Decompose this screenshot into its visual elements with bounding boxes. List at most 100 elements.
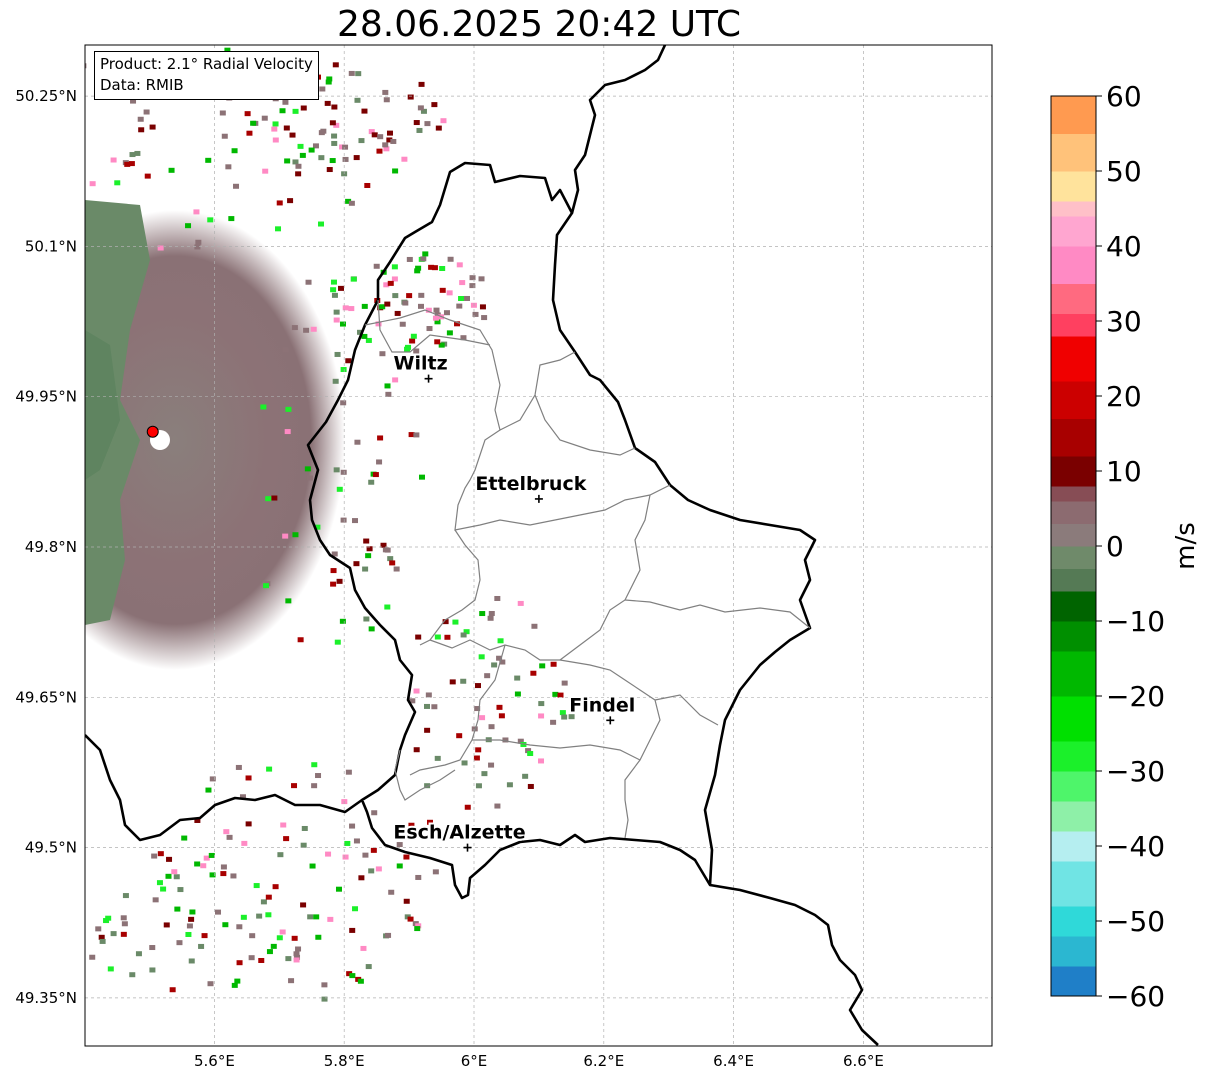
colorbar-tick-label: 10 bbox=[1106, 455, 1142, 488]
echo-pixel bbox=[392, 377, 399, 383]
echo-pixel bbox=[384, 604, 391, 610]
echo-pixel bbox=[365, 964, 372, 970]
echo-pixel bbox=[442, 619, 449, 625]
echo-pixel bbox=[283, 836, 290, 842]
echo-pixel bbox=[568, 714, 575, 720]
echo-pixel bbox=[110, 931, 117, 937]
echo-pixel bbox=[357, 329, 364, 335]
echo-pixel bbox=[345, 198, 352, 204]
echo-pixel bbox=[319, 86, 326, 92]
colorbar-segment bbox=[1051, 568, 1096, 592]
echo-pixel bbox=[195, 239, 202, 245]
echo-pixel bbox=[185, 931, 192, 937]
echo-pixel bbox=[353, 838, 360, 844]
colorbar-tick-label: −30 bbox=[1106, 755, 1165, 788]
echo-pixel bbox=[120, 915, 127, 921]
echo-pixel bbox=[474, 706, 481, 712]
lat-tick-label: 49.5°N bbox=[25, 839, 77, 857]
echo-pixel bbox=[481, 315, 488, 321]
echo-pixel bbox=[331, 140, 338, 146]
echo-pixel bbox=[209, 776, 216, 782]
echo-pixel bbox=[305, 279, 312, 285]
echo-pixel bbox=[220, 871, 227, 877]
lon-tick-label: 6.6°E bbox=[843, 1052, 884, 1070]
echo-pixel bbox=[362, 566, 369, 572]
echo-pixel bbox=[368, 479, 375, 485]
map-title: 28.06.2025 20:42 UTC bbox=[336, 4, 742, 45]
echo-pixel bbox=[346, 971, 353, 977]
echo-pixel bbox=[418, 474, 425, 480]
colorbar-segment bbox=[1051, 906, 1096, 937]
echo-pixel bbox=[425, 692, 432, 698]
echo-pixel bbox=[438, 342, 445, 348]
echo-pixel bbox=[517, 600, 524, 606]
echo-pixel bbox=[379, 304, 386, 310]
colorbar-segment bbox=[1051, 381, 1096, 419]
echo-pixel bbox=[246, 130, 253, 136]
colorbar-tick-label: −50 bbox=[1106, 905, 1165, 938]
echo-pixel bbox=[307, 914, 314, 920]
echo-pixel bbox=[294, 954, 301, 960]
echo-pixel bbox=[377, 435, 384, 441]
echo-pixel bbox=[496, 655, 503, 661]
echo-pixel bbox=[363, 616, 370, 622]
echo-pixel bbox=[260, 899, 267, 905]
echo-pixel bbox=[228, 216, 235, 222]
echo-pixel bbox=[271, 126, 278, 132]
echo-pixel bbox=[539, 663, 546, 669]
echo-pixel bbox=[415, 923, 422, 929]
colorbar-segment bbox=[1051, 546, 1096, 569]
echo-pixel bbox=[386, 137, 393, 143]
echo-pixel bbox=[389, 560, 396, 566]
echo-pixel bbox=[385, 391, 392, 397]
echo-pixel bbox=[365, 337, 372, 343]
echo-pixel bbox=[342, 144, 349, 150]
echo-pixel bbox=[340, 400, 347, 406]
echo-pixel bbox=[345, 358, 352, 364]
echo-pixel bbox=[194, 861, 201, 867]
echo-pixel bbox=[424, 703, 431, 709]
echo-pixel bbox=[342, 854, 349, 860]
lon-tick-label: 6°E bbox=[461, 1052, 488, 1070]
echo-pixel bbox=[432, 315, 439, 321]
echo-pixel bbox=[431, 265, 438, 271]
colorbar: 60 50 40 30 20 10 0 −10 −20 −30 −40 −50 −60 bbox=[1050, 80, 1165, 1013]
echo-pixel bbox=[393, 566, 400, 572]
echo-pixel bbox=[321, 982, 328, 988]
echo-pixel bbox=[325, 79, 332, 85]
echo-pixel bbox=[336, 578, 343, 584]
echo-pixel bbox=[293, 957, 300, 963]
echo-pixel bbox=[460, 632, 467, 638]
echo-pixel bbox=[144, 173, 151, 179]
echo-pixel bbox=[295, 163, 302, 169]
echo-pixel bbox=[452, 619, 459, 625]
echo-pixel bbox=[233, 183, 240, 189]
echo-pixel bbox=[364, 182, 371, 188]
echo-pixel bbox=[469, 283, 476, 289]
colorbar-segment bbox=[1051, 418, 1096, 457]
echo-pixel bbox=[130, 98, 137, 104]
echo-pixel bbox=[387, 280, 394, 286]
echo-pixel bbox=[249, 933, 256, 939]
echo-pixel bbox=[321, 996, 328, 1002]
echo-pixel bbox=[324, 100, 331, 106]
echo-pixel bbox=[368, 129, 375, 135]
echo-pixel bbox=[475, 783, 482, 789]
echo-pixel bbox=[193, 209, 200, 215]
echo-pixel bbox=[311, 783, 318, 789]
echo-pixel bbox=[89, 181, 96, 187]
echo-pixel bbox=[350, 276, 357, 282]
echo-pixel bbox=[176, 940, 183, 946]
echo-pixel bbox=[285, 598, 292, 604]
echo-pixel bbox=[279, 929, 286, 935]
echo-pixel bbox=[380, 542, 387, 548]
echo-pixel bbox=[220, 864, 227, 870]
city-marker bbox=[534, 494, 543, 503]
echo-pixel bbox=[236, 960, 243, 966]
echo-pixel bbox=[265, 496, 272, 502]
echo-pixel bbox=[333, 317, 340, 323]
echo-pixel bbox=[121, 921, 128, 927]
echo-pixel bbox=[166, 856, 173, 862]
echo-pixel bbox=[420, 108, 427, 114]
echo-pixel bbox=[366, 546, 373, 552]
